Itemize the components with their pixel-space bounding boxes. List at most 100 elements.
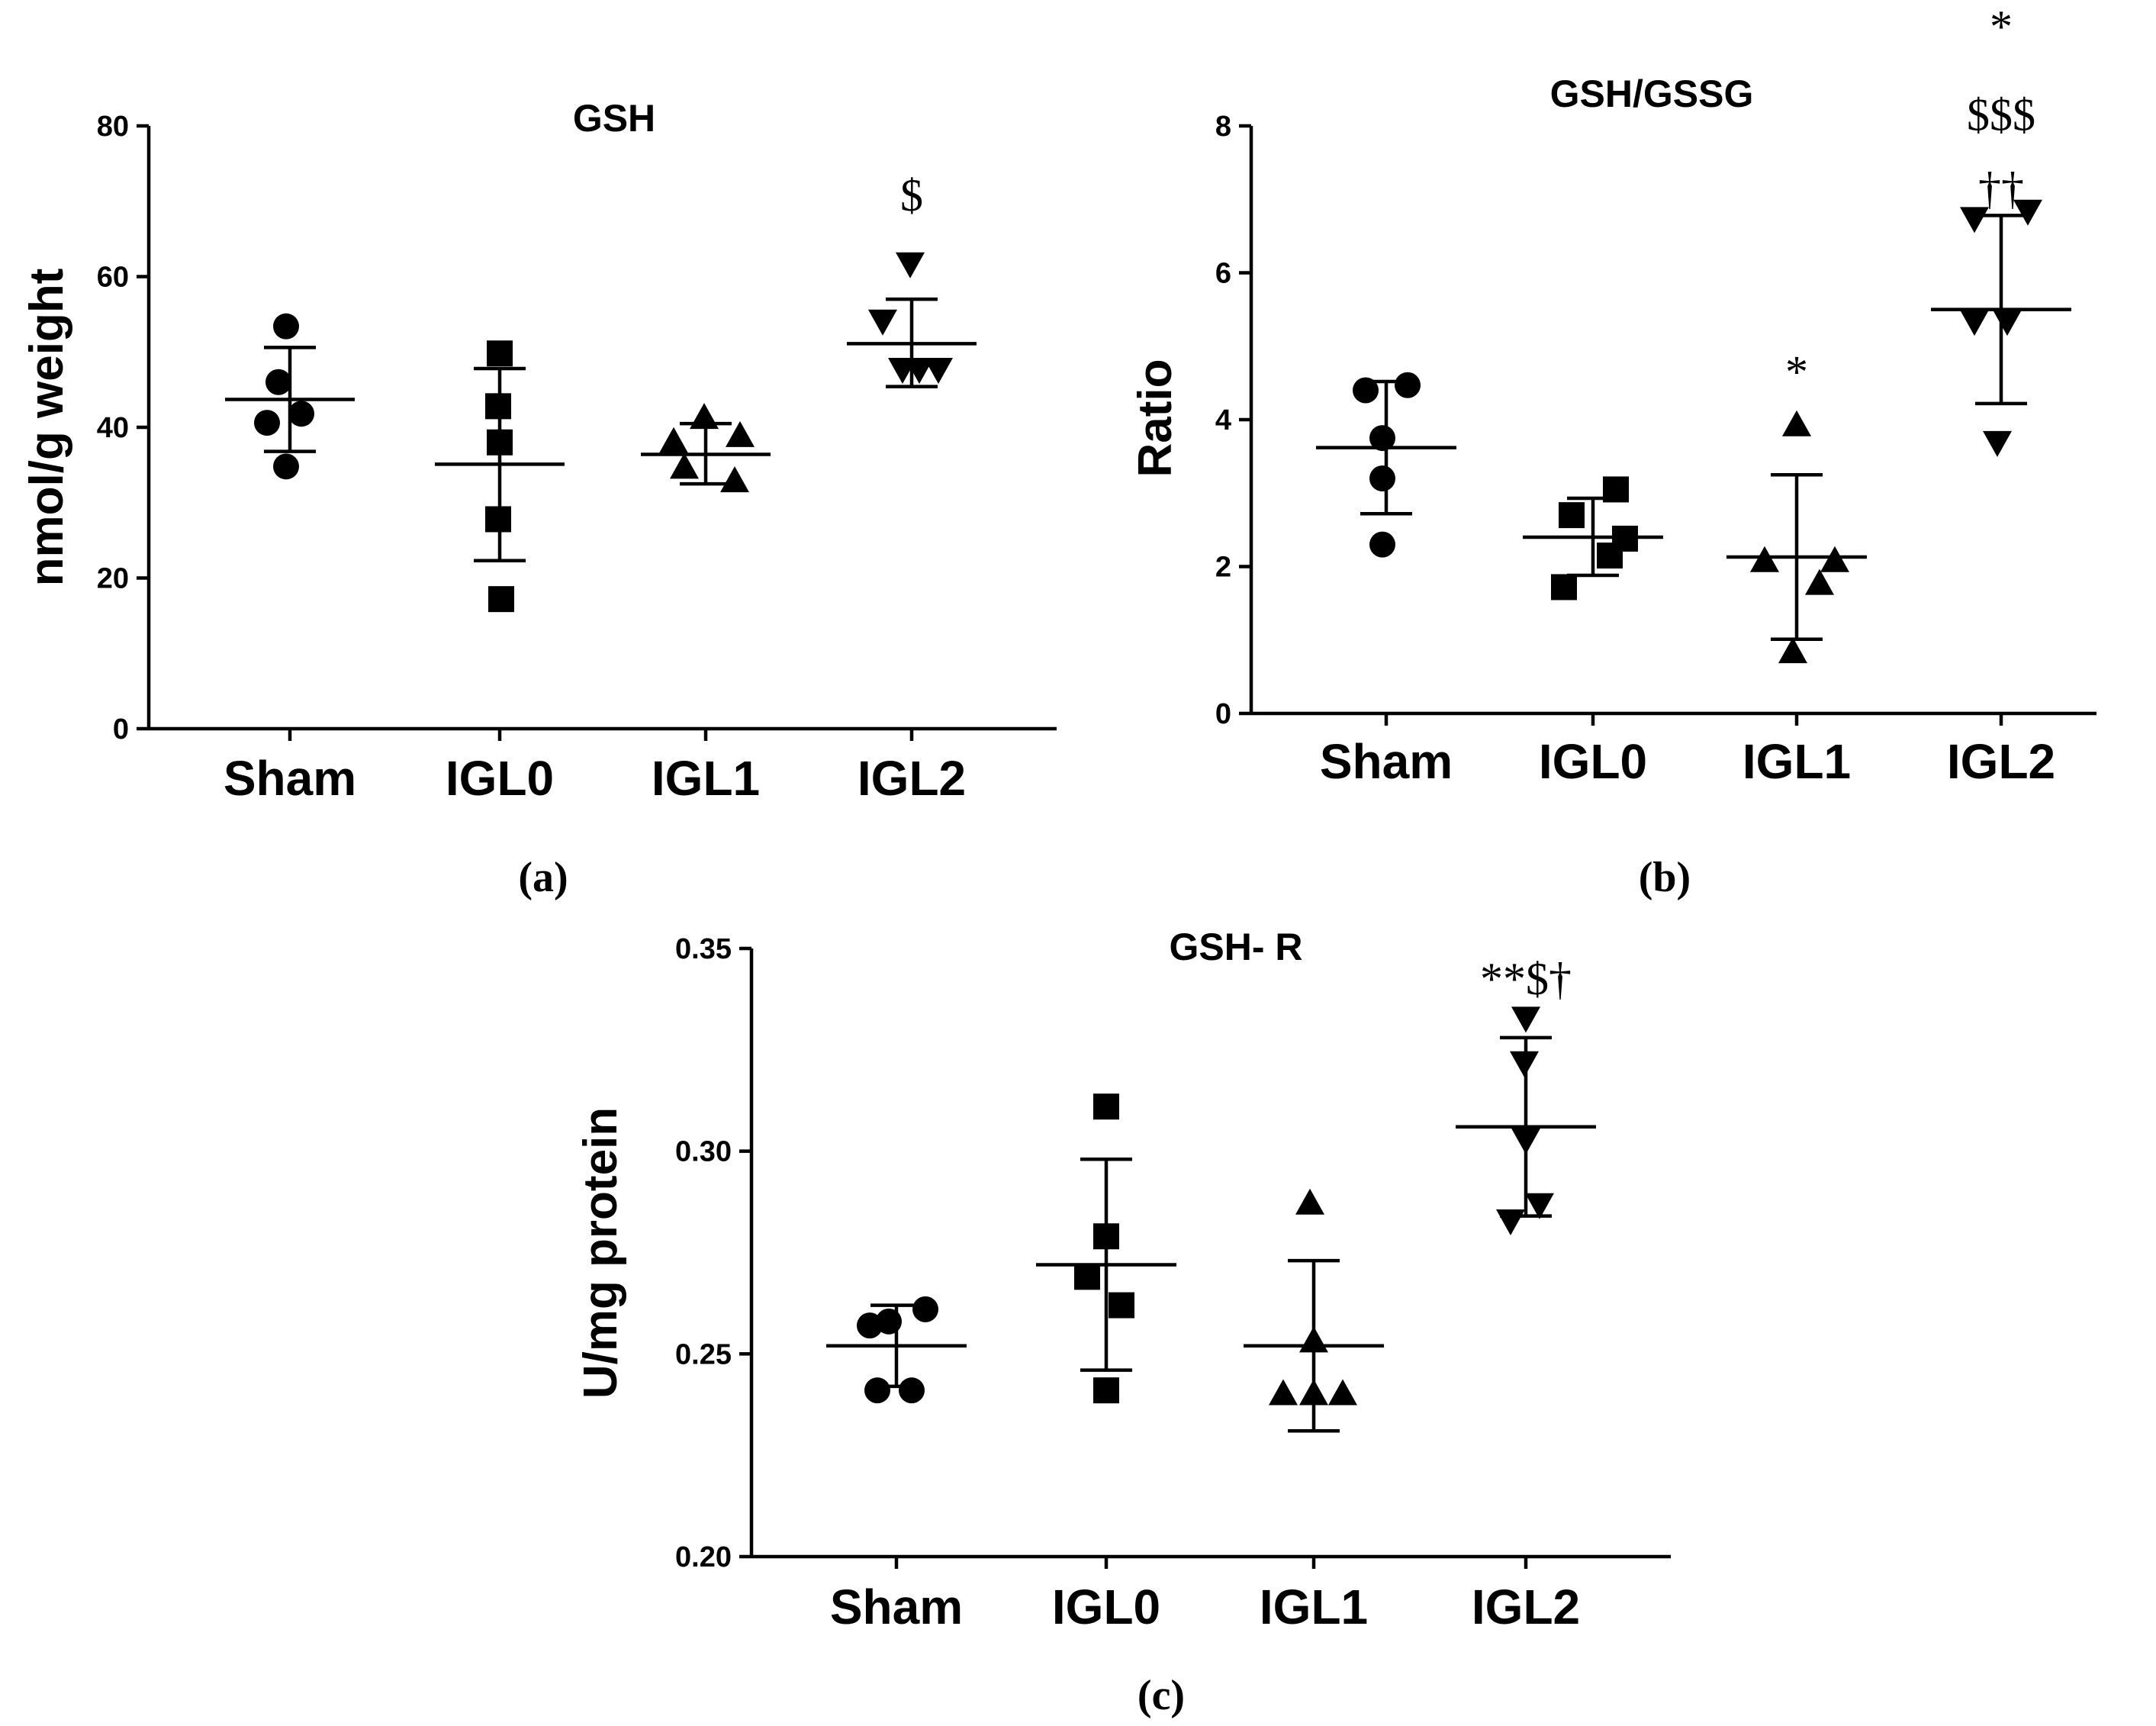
data-point bbox=[720, 466, 749, 493]
data-point bbox=[924, 357, 953, 384]
data-point bbox=[690, 403, 719, 430]
series-igl0 bbox=[1036, 1093, 1176, 1404]
data-point bbox=[1295, 1188, 1324, 1215]
data-point bbox=[1093, 1223, 1119, 1250]
data-point bbox=[1353, 377, 1379, 404]
y-tick-label: 2 bbox=[1215, 552, 1231, 584]
panel-c-gsh-r: 0.20 0.25 0.30 0.35 Sham IGL0 IGL1 IGL2 GSH- R U/… bbox=[574, 926, 1671, 1719]
series-igl0 bbox=[435, 340, 565, 613]
series-igl2 bbox=[847, 252, 977, 388]
data-point bbox=[1782, 410, 1811, 436]
data-point bbox=[1328, 1379, 1357, 1406]
data-point bbox=[1960, 207, 1989, 233]
data-point bbox=[1960, 310, 1989, 337]
y-tick-label: 6 bbox=[1215, 258, 1231, 290]
data-point bbox=[1395, 372, 1421, 398]
significance-annotation: $ bbox=[900, 170, 923, 221]
series-sham bbox=[225, 313, 355, 480]
data-point bbox=[670, 452, 699, 479]
panel-label: (c) bbox=[1138, 1672, 1185, 1719]
data-point bbox=[1559, 502, 1585, 529]
y-tick-label: 0.35 bbox=[675, 933, 732, 965]
data-point bbox=[1074, 1264, 1100, 1290]
series-igl0 bbox=[1523, 476, 1663, 601]
x-tick-label: IGL2 bbox=[1947, 734, 2055, 789]
x-tick-label: IGL2 bbox=[858, 751, 966, 806]
data-point bbox=[254, 410, 280, 436]
data-point bbox=[868, 309, 897, 336]
y-tick-label: 20 bbox=[97, 563, 129, 595]
significance-annotation: * bbox=[1990, 2, 2013, 52]
x-tick-label: IGL1 bbox=[1742, 734, 1851, 789]
series-sham bbox=[1316, 372, 1456, 558]
y-tick-label: 60 bbox=[97, 262, 129, 294]
x-tick-label: IGL0 bbox=[1052, 1579, 1160, 1634]
data-point bbox=[1369, 531, 1395, 558]
data-point bbox=[1093, 1093, 1119, 1120]
data-point bbox=[905, 357, 934, 384]
data-point bbox=[288, 401, 314, 427]
series-igl2 bbox=[1931, 199, 2071, 457]
x-tick-label: IGL0 bbox=[1539, 734, 1647, 789]
data-point bbox=[1269, 1379, 1298, 1406]
x-tick-label: IGL2 bbox=[1472, 1579, 1580, 1634]
x-tick-label: IGL1 bbox=[1260, 1579, 1368, 1634]
data-point bbox=[1496, 1209, 1525, 1235]
x-tick-label: IGL0 bbox=[446, 751, 554, 806]
data-point bbox=[1510, 1051, 1539, 1077]
data-point bbox=[1299, 1379, 1328, 1406]
data-point bbox=[1511, 1128, 1540, 1154]
panel-b-gsh-gssg-ratio: 0 2 4 6 8 Sham IGL0 IGL1 IGL2 GSH/GSSG Ratio (b) * ††… bbox=[1129, 2, 2096, 901]
y-axis-label: U/mg protein bbox=[574, 1107, 627, 1399]
data-point bbox=[1093, 1377, 1119, 1404]
data-point bbox=[487, 340, 513, 367]
data-point bbox=[1109, 1292, 1134, 1319]
data-point bbox=[485, 506, 511, 533]
data-point bbox=[857, 1312, 883, 1339]
y-tick-label: 4 bbox=[1215, 404, 1231, 436]
significance-annotation: †† bbox=[1978, 163, 2024, 214]
panel-label: (b) bbox=[1639, 854, 1691, 901]
data-point bbox=[1993, 310, 2022, 337]
y-tick-label: 8 bbox=[1215, 111, 1231, 143]
y-tick-label: 0.30 bbox=[675, 1136, 732, 1168]
y-axis-label: Ratio bbox=[1129, 359, 1182, 478]
data-point bbox=[1597, 543, 1623, 569]
chart-title: GSH- R bbox=[1170, 926, 1303, 968]
data-point bbox=[1983, 430, 2012, 457]
significance-annotation: * bbox=[1785, 346, 1808, 397]
data-point bbox=[2013, 199, 2042, 226]
chart-title: GSH bbox=[573, 97, 655, 140]
y-tick-label: 0 bbox=[113, 713, 129, 745]
data-point bbox=[1820, 546, 1849, 572]
data-point bbox=[1805, 568, 1834, 595]
x-tick-label: Sham bbox=[830, 1579, 963, 1634]
data-point bbox=[487, 429, 513, 456]
data-point bbox=[1750, 546, 1779, 572]
data-point bbox=[485, 393, 511, 420]
data-point bbox=[1299, 1326, 1328, 1353]
y-tick-label: 0.20 bbox=[675, 1541, 732, 1573]
data-point bbox=[1778, 637, 1807, 664]
y-tick-label: 40 bbox=[97, 412, 129, 444]
data-point bbox=[1603, 476, 1629, 503]
data-point bbox=[899, 1377, 925, 1404]
x-tick-label: Sham bbox=[224, 751, 356, 806]
data-point bbox=[1525, 1193, 1554, 1219]
panel-label: (a) bbox=[518, 854, 568, 901]
significance-annotation: **$† bbox=[1480, 954, 1572, 1004]
data-point bbox=[1369, 425, 1395, 452]
series-igl1 bbox=[1726, 410, 1867, 664]
data-point bbox=[488, 586, 514, 613]
series-igl2 bbox=[1456, 1006, 1596, 1235]
series-igl1 bbox=[1244, 1188, 1384, 1433]
data-point bbox=[265, 369, 291, 395]
y-axis-label: nmol/g weight bbox=[21, 269, 73, 587]
data-point bbox=[1551, 574, 1577, 601]
chart-title: GSH/GSSG bbox=[1550, 72, 1754, 115]
x-tick-label: Sham bbox=[1320, 734, 1453, 789]
data-point bbox=[896, 252, 925, 279]
data-point bbox=[912, 1296, 938, 1322]
x-tick-label: IGL1 bbox=[652, 751, 760, 806]
